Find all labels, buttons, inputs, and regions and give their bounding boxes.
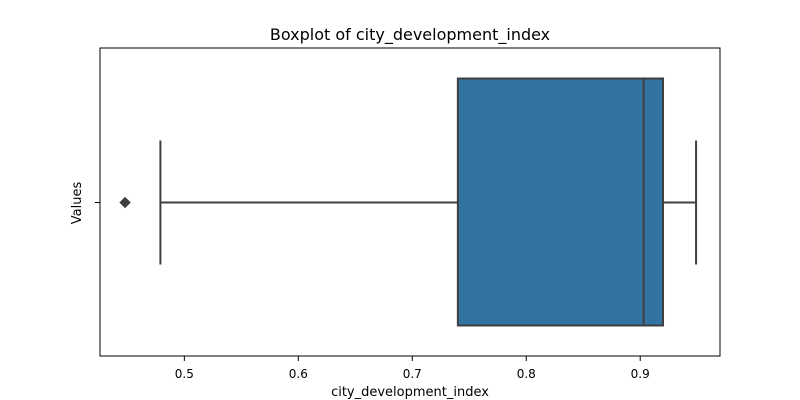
iqr-box — [456, 77, 665, 327]
x-tick-label: 0.7 — [403, 367, 422, 381]
x-tick-label: 0.8 — [517, 367, 536, 381]
y-axis-label: Values — [70, 182, 85, 225]
x-tick-label: 0.9 — [631, 367, 650, 381]
chart-title: Boxplot of city_development_index — [270, 25, 550, 45]
x-tick-label: 0.5 — [175, 367, 194, 381]
plot-area — [119, 77, 698, 327]
x-axis: 0.5 0.6 0.7 0.8 0.9 — [175, 356, 650, 381]
x-axis-label: city_development_index — [331, 385, 489, 400]
outlier-point — [119, 196, 131, 209]
x-tick-label: 0.6 — [289, 367, 308, 381]
